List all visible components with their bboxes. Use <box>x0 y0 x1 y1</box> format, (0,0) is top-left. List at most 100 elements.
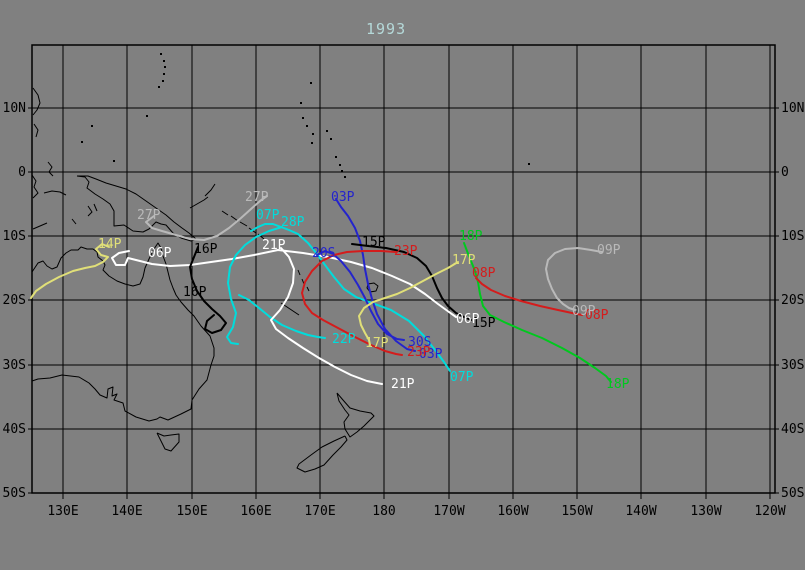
chart-title: 1993 <box>366 20 407 38</box>
track-17P <box>358 261 459 346</box>
lat-tick-label-left: 10S <box>3 229 26 244</box>
coastline <box>33 123 39 138</box>
lon-tick-label: 150E <box>176 504 207 519</box>
track-08P <box>475 277 583 316</box>
island-dot <box>344 176 346 178</box>
track-14P <box>30 243 110 299</box>
track-28P <box>226 226 283 345</box>
storm-label: 30S <box>408 335 431 350</box>
lon-tick-label: 140E <box>111 504 142 519</box>
island-dot <box>310 82 312 84</box>
storm-label: 23P <box>394 244 418 259</box>
coastline <box>297 269 301 276</box>
track-09P <box>545 247 603 311</box>
island-dot <box>311 142 313 144</box>
island-dot <box>528 163 530 165</box>
coastline <box>71 218 77 225</box>
storm-label: 08P <box>472 266 496 281</box>
track-22P <box>238 294 326 339</box>
island-dot <box>312 133 314 135</box>
lon-tick-label: 160E <box>240 504 271 519</box>
lat-tick-label-right: 50S <box>781 486 804 501</box>
island-dot <box>306 125 308 127</box>
storm-label: 17P <box>452 253 476 268</box>
lat-tick-label-left: 40S <box>3 422 26 437</box>
track-27P <box>145 195 268 241</box>
storm-label: 20S <box>312 246 335 261</box>
lon-tick-label: 130W <box>690 504 721 519</box>
storm-label: 22P <box>332 332 356 347</box>
island-dot <box>335 156 337 158</box>
coastline <box>306 286 310 292</box>
coastline <box>32 87 41 116</box>
track-20S <box>316 250 405 341</box>
lat-tick-label-left: 20S <box>3 293 26 308</box>
coastline <box>221 210 229 216</box>
island-dot <box>160 53 162 55</box>
storm-label: 14P <box>98 237 122 252</box>
track-16P <box>189 246 227 334</box>
lat-tick-label-right: 30S <box>781 358 804 373</box>
storm-label: 03P <box>331 190 355 205</box>
track-18P <box>463 242 612 383</box>
storm-label: 27P <box>137 208 161 223</box>
island-dot <box>162 80 164 82</box>
island-dot <box>302 117 304 119</box>
island-dot <box>300 102 302 104</box>
storm-label: 03P <box>419 347 443 362</box>
island-dot <box>339 164 341 166</box>
coastline <box>156 432 180 452</box>
lat-tick-label-right: 0 <box>781 165 789 180</box>
storm-label: 15P <box>472 316 496 331</box>
track-23P <box>301 250 403 356</box>
storm-label: 16P <box>183 285 207 300</box>
lat-tick-label-right: 10S <box>781 229 804 244</box>
island-dot <box>158 86 160 88</box>
storm-label: 09P <box>597 243 621 258</box>
coastline <box>47 161 54 177</box>
lon-tick-label: 170W <box>433 504 464 519</box>
storm-label: 09P <box>572 304 596 319</box>
track-21P <box>270 247 383 385</box>
lon-tick-label: 180 <box>372 504 395 519</box>
island-dot <box>146 115 148 117</box>
lat-tick-label-left: 50S <box>3 486 26 501</box>
island-dot <box>330 138 332 140</box>
storm-label: 15P <box>362 235 386 250</box>
coastline <box>76 175 197 242</box>
island-dot <box>113 160 115 162</box>
coastline <box>189 196 209 209</box>
lat-tick-label-right: 10N <box>781 101 804 116</box>
track-03P <box>335 198 416 352</box>
storm-label: 21P <box>262 238 286 253</box>
coastline <box>204 183 216 197</box>
lat-tick-label-left: 0 <box>18 165 26 180</box>
lat-tick-label-right: 40S <box>781 422 804 437</box>
lon-tick-label: 150W <box>561 504 592 519</box>
storm-label: 28P <box>281 215 305 230</box>
coastline <box>31 242 215 422</box>
storm-label: 27P <box>245 190 269 205</box>
coastline <box>336 392 375 438</box>
storm-label: 18P <box>606 377 630 392</box>
lat-tick-label-left: 10N <box>3 101 26 116</box>
island-dot <box>326 130 328 132</box>
lon-tick-label: 120W <box>754 504 785 519</box>
storm-label: 18P <box>459 229 483 244</box>
map-frame <box>31 44 776 494</box>
coastline <box>31 174 39 199</box>
storm-label: 21P <box>391 377 415 392</box>
storm-label: 17P <box>365 336 389 351</box>
storm-label: 23P <box>407 345 431 360</box>
storm-label: 06P <box>148 246 172 261</box>
lon-tick-label: 140W <box>625 504 656 519</box>
storm-label: 08P <box>585 308 609 323</box>
coastline <box>43 190 67 196</box>
lon-tick-label: 160W <box>497 504 528 519</box>
island-dot <box>341 170 343 172</box>
lat-tick-label-right: 20S <box>781 293 804 308</box>
storm-label: 16P <box>194 242 218 257</box>
coastline <box>32 222 48 230</box>
coastline <box>230 215 239 222</box>
